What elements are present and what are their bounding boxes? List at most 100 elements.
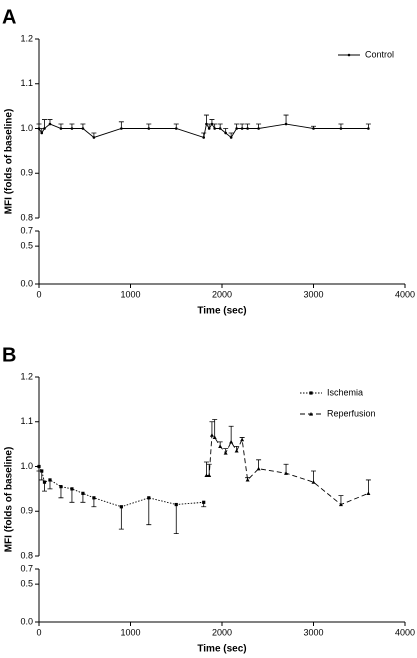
marker [235, 127, 238, 130]
marker [59, 127, 63, 130]
error-bar [118, 506, 124, 530]
y-tick-label: 1.1 [20, 78, 33, 88]
marker [309, 391, 313, 395]
y-tick-label: 0.5 [20, 579, 33, 589]
marker [81, 491, 85, 495]
error-bar [173, 504, 179, 535]
data-line [206, 434, 369, 506]
marker [92, 496, 96, 500]
marker [119, 505, 123, 509]
y-tick-label: 1.1 [20, 416, 33, 426]
x-tick-label: 4000 [395, 289, 415, 299]
marker [366, 491, 371, 495]
marker [240, 127, 244, 130]
error-bar [41, 119, 47, 129]
marker [202, 136, 205, 139]
error-bar [209, 421, 215, 436]
marker [81, 127, 85, 130]
marker [48, 122, 52, 126]
marker [347, 53, 351, 57]
marker [339, 127, 343, 130]
marker [42, 480, 47, 484]
marker [245, 477, 250, 482]
y-tick-label: 0.5 [20, 241, 33, 251]
y-tick-label: 0.7 [20, 563, 33, 573]
error-bar [69, 488, 75, 503]
y-tick-label: 0.8 [20, 550, 33, 560]
marker [229, 136, 233, 139]
marker [284, 471, 289, 475]
y-tick-label: 0.0 [20, 278, 33, 288]
error-bar [146, 497, 152, 526]
error-bar [228, 425, 234, 442]
y-tick-label: 1.0 [20, 461, 33, 471]
marker [37, 464, 41, 469]
marker [234, 448, 239, 453]
marker [205, 122, 208, 126]
marker [70, 127, 74, 130]
x-tick-label: 3000 [303, 627, 323, 637]
marker [48, 478, 52, 482]
marker [120, 127, 123, 130]
marker [40, 469, 44, 473]
error-bar [203, 461, 209, 476]
error-bar [212, 419, 218, 438]
marker [284, 122, 288, 126]
marker [210, 122, 214, 126]
marker [338, 502, 343, 507]
marker [147, 496, 151, 500]
marker [207, 473, 212, 478]
marker [40, 131, 44, 135]
marker [311, 480, 316, 484]
error-bar [283, 114, 289, 125]
x-tick-label: 1000 [120, 289, 140, 299]
data-line [38, 466, 204, 508]
y-tick-label: 1.0 [20, 123, 33, 133]
marker [367, 127, 370, 130]
marker [59, 485, 63, 489]
x-tick-label: 0 [36, 627, 41, 637]
marker [209, 433, 214, 437]
error-bar [365, 479, 371, 494]
marker [213, 127, 216, 130]
marker [229, 439, 234, 444]
marker [147, 127, 151, 130]
marker [218, 444, 223, 448]
marker [309, 412, 313, 416]
y-axis-label: MFI (folds of baseline) [4, 447, 15, 553]
x-tick-label: 2000 [212, 627, 232, 637]
marker [70, 487, 74, 491]
y-tick-label: 0.9 [20, 168, 33, 178]
y-axis-label: MFI (folds of baseline) [4, 109, 15, 215]
panel-label: B [2, 344, 16, 366]
y-tick-label: 0.8 [20, 212, 33, 222]
marker [224, 131, 227, 135]
marker [174, 502, 178, 507]
legend-label: Ischemia [327, 387, 363, 397]
marker [218, 127, 222, 130]
legend-label: Control [365, 49, 394, 59]
y-tick-label: 1.2 [20, 33, 33, 43]
marker [246, 127, 249, 130]
error-bar [58, 486, 64, 499]
x-tick-label: 3000 [303, 289, 323, 299]
marker [204, 473, 209, 478]
y-tick-label: 1.2 [20, 371, 33, 381]
y-tick-label: 0.7 [20, 225, 33, 235]
marker [212, 435, 217, 440]
marker [257, 127, 260, 130]
legend-label: Reperfusion [327, 408, 376, 418]
marker [202, 500, 206, 504]
marker [43, 127, 46, 130]
marker [223, 451, 228, 455]
marker [37, 127, 41, 130]
x-tick-label: 4000 [395, 627, 415, 637]
x-tick-label: 2000 [212, 289, 232, 299]
marker [207, 127, 211, 130]
marker [256, 466, 261, 471]
x-tick-label: 1000 [120, 627, 140, 637]
marker [312, 127, 315, 130]
panel-label: A [2, 6, 16, 28]
